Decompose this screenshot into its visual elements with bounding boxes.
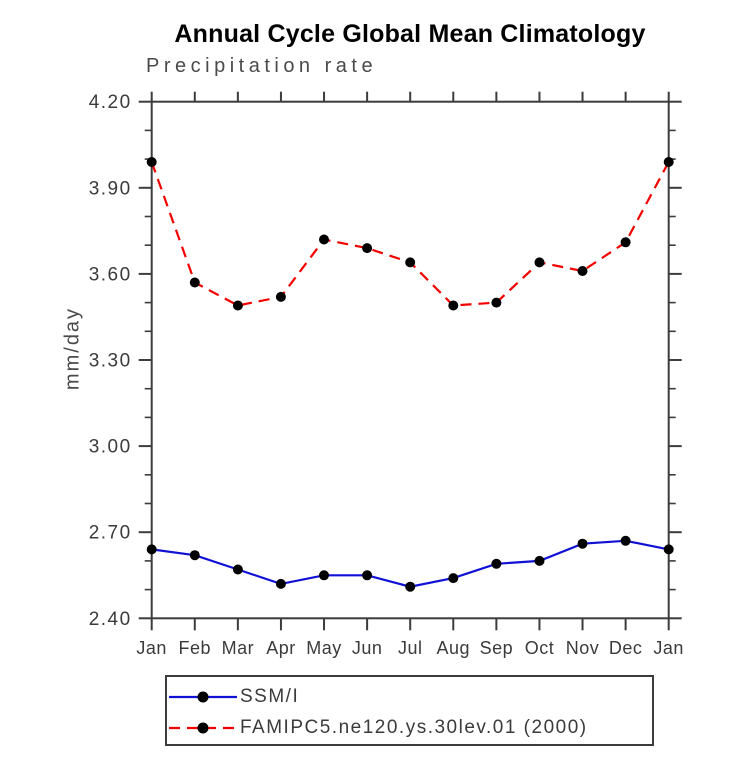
legend-sample-marker	[197, 691, 209, 702]
series-famipc5	[146, 157, 674, 311]
series-line	[150, 161, 670, 307]
x-tick-label: Sep	[480, 638, 514, 658]
chart-subtitle: Precipitation rate	[146, 55, 378, 77]
y-tick-label: 2.40	[89, 609, 132, 630]
y-tick-label: 3.30	[89, 351, 132, 372]
x-tick-label: Jul	[398, 638, 423, 658]
y-axis-ticks: 2.40 2.70 3.00 3.30 3.60 3.90 4.20	[89, 92, 682, 630]
x-tick-label: Jan	[136, 638, 167, 658]
data-point-marker	[534, 257, 545, 268]
legend-line-sample-famipc5	[169, 722, 237, 733]
data-point-marker	[405, 257, 416, 268]
legend-label-ssmi: SSM/I	[240, 685, 300, 707]
x-tick-label: May	[306, 638, 342, 658]
data-point-marker	[275, 291, 286, 302]
data-point-marker	[146, 544, 157, 555]
x-tick-label: Mar	[222, 638, 255, 658]
data-point-marker	[362, 243, 373, 254]
y-tick-label: 4.20	[89, 92, 132, 113]
x-tick-label: Jan	[653, 638, 684, 658]
data-point-marker	[534, 555, 545, 566]
x-tick-label: Feb	[179, 638, 212, 658]
x-tick-label: Dec	[609, 638, 643, 658]
y-tick-label: 3.60	[89, 264, 132, 285]
data-point-marker	[577, 266, 588, 276]
data-point-marker	[362, 570, 373, 581]
data-point-marker	[491, 297, 502, 308]
x-tick-label: Jun	[352, 638, 383, 658]
y-tick-label: 3.00	[89, 437, 132, 458]
x-tick-label: Aug	[437, 638, 471, 658]
data-point-marker	[405, 581, 416, 592]
x-axis-ticks: Jan Feb Mar Apr May Jun Jul Aug Sep Oct Nov Dec Jan	[136, 91, 684, 658]
data-point-marker	[491, 558, 502, 569]
x-tick-label: Oct	[525, 638, 555, 658]
x-tick-label: Nov	[566, 638, 600, 658]
legend-item-ssmi: SSM/I	[167, 681, 652, 712]
data-point-marker	[275, 578, 286, 589]
data-point-marker	[663, 157, 674, 167]
data-point-marker	[319, 234, 329, 245]
chart-title: Annual Cycle Global Mean Climatology	[174, 20, 646, 48]
data-point-marker	[232, 564, 243, 575]
y-tick-label: 3.90	[89, 178, 132, 199]
data-point-marker	[448, 573, 459, 584]
data-point-marker	[577, 538, 588, 549]
plot-frame	[150, 100, 670, 620]
y-tick-label: 2.70	[89, 523, 132, 544]
data-point-marker	[146, 157, 157, 167]
data-point-marker	[663, 544, 674, 555]
legend-sample-marker	[197, 722, 209, 733]
x-tick-label: Apr	[266, 638, 296, 658]
data-point-marker	[319, 570, 329, 581]
data-point-marker	[189, 277, 200, 288]
series-line	[151, 539, 669, 588]
data-point-marker	[448, 300, 459, 311]
legend-label-famipc5: FAMIPC5.ne120.ys.30lev.01 (2000)	[240, 716, 588, 738]
data-point-marker	[620, 535, 631, 546]
legend-box: SSM/I FAMIPC5.ne120.ys.30lev.01 (2000)	[165, 675, 654, 746]
data-point-marker	[620, 237, 631, 248]
data-point-marker	[189, 550, 200, 561]
legend-item-famipc5: FAMIPC5.ne120.ys.30lev.01 (2000)	[167, 712, 652, 743]
legend-line-sample-ssmi	[169, 691, 237, 702]
data-point-marker	[232, 300, 243, 311]
series-ssmi	[146, 535, 674, 592]
